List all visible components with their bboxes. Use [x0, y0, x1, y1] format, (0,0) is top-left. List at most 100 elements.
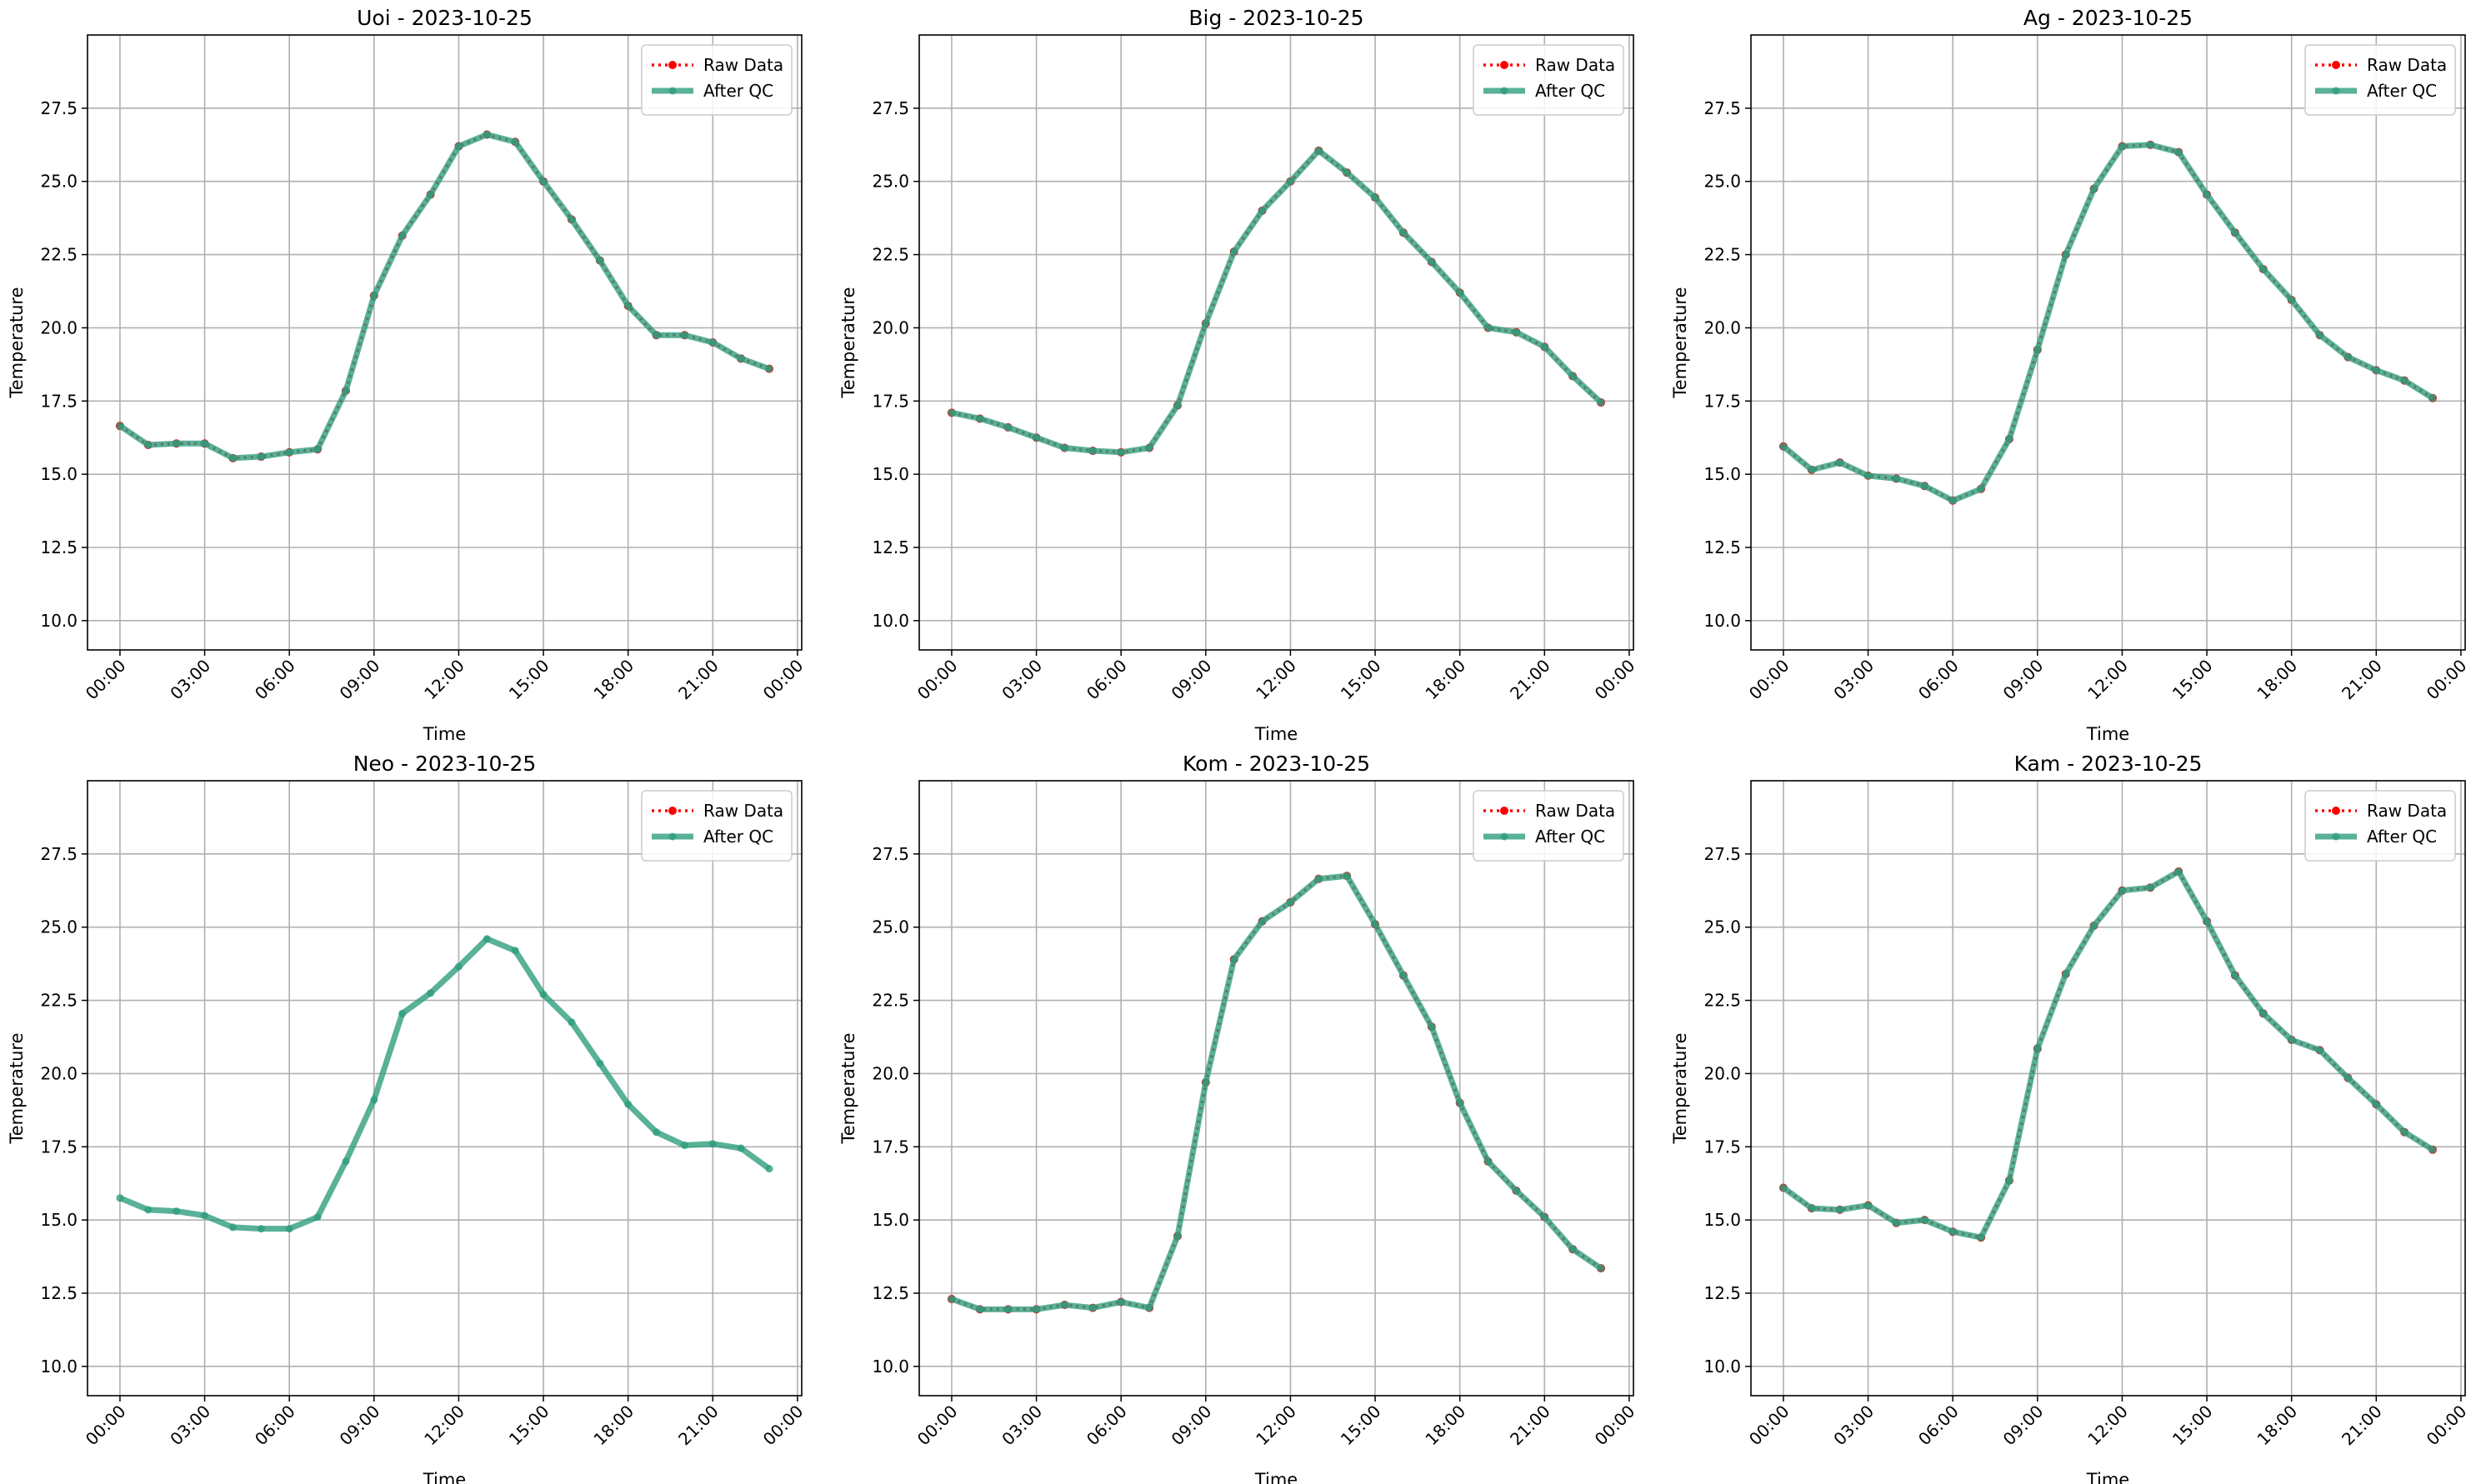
series-marker [596, 1059, 604, 1067]
series-marker [1343, 168, 1351, 177]
series-marker [2203, 917, 2211, 926]
series-line [951, 147, 1603, 456]
series-line [1782, 870, 2433, 1239]
series-marker [976, 414, 984, 422]
y-tick-label: 20.0 [872, 317, 909, 337]
series-marker [2118, 142, 2126, 151]
x-axis-label: Time [423, 1470, 466, 1484]
x-tick-label: 06:00 [1083, 1402, 1131, 1450]
y-tick-label: 12.5 [872, 1283, 909, 1303]
y-tick-label: 15.0 [40, 464, 78, 484]
subplot: Ag - 2023-10-25 10.0 12.5 15.0 17.5 20.0 22.5 2… [1670, 6, 2470, 744]
x-tick-label: 00:00 [1745, 656, 1793, 704]
series-marker [708, 1140, 717, 1148]
series-marker [2090, 922, 2098, 930]
y-axis-label: Temperature [838, 1032, 858, 1144]
subplot-title: Neo - 2023-10-25 [353, 752, 537, 776]
y-tick-label: 22.5 [872, 991, 909, 1011]
y-tick-label: 22.5 [872, 245, 909, 265]
y-tick-label: 22.5 [40, 991, 78, 1011]
series-marker [144, 1206, 153, 1214]
y-tick-label: 15.0 [40, 1210, 78, 1230]
x-tick-label: 03:00 [166, 1402, 214, 1450]
x-tick-label: 21:00 [2338, 1402, 2386, 1450]
series-marker [1033, 433, 1041, 442]
x-tick-label: 06:00 [1083, 656, 1131, 704]
series-marker [708, 338, 717, 347]
x-tick-label: 00:00 [82, 1402, 130, 1450]
y-tick-label: 10.0 [40, 1357, 78, 1377]
series-marker [1977, 485, 1985, 493]
legend-label: After QC [2367, 81, 2437, 101]
series-marker [1088, 1304, 1097, 1312]
x-tick-label: 00:00 [759, 656, 808, 704]
series-line [118, 131, 771, 462]
legend-label: Raw Data [2367, 801, 2447, 821]
series-marker [1399, 228, 1408, 237]
series-marker [680, 1142, 688, 1150]
y-tick-label: 20.0 [40, 317, 78, 337]
x-tick-label: 21:00 [1506, 1402, 1554, 1450]
x-axis-label: Time [423, 724, 466, 744]
legend-marker [668, 87, 677, 95]
x-tick-label: 00:00 [1745, 1402, 1793, 1450]
x-tick-label: 12:00 [1252, 1402, 1300, 1450]
series-marker [2231, 228, 2239, 237]
series-marker [568, 215, 576, 223]
series-marker [2343, 1074, 2352, 1082]
series-marker [454, 962, 463, 971]
series-marker [1864, 472, 1873, 480]
series-marker [2146, 883, 2154, 892]
y-tick-label: 17.5 [872, 391, 909, 411]
y-tick-label: 15.0 [1703, 464, 1741, 484]
x-tick-label: 12:00 [420, 656, 468, 704]
x-axis-label: Time [1254, 1470, 1298, 1484]
series-marker [596, 257, 604, 265]
legend-marker [2332, 87, 2340, 95]
y-tick-label: 15.0 [872, 464, 909, 484]
series-marker [976, 1305, 984, 1313]
subplot-title: Ag - 2023-10-25 [2023, 6, 2193, 30]
plot-frame [1750, 34, 2466, 651]
legend-marker [1500, 61, 1508, 69]
y-tick-label: 27.5 [1703, 98, 1741, 118]
legend-box [2304, 790, 2456, 862]
series-marker [1202, 1078, 1210, 1087]
subplot-title: Big - 2023-10-25 [1188, 6, 1363, 30]
series-marker [1399, 972, 1408, 980]
x-tick-label: 21:00 [1506, 656, 1554, 704]
series-marker [342, 1157, 350, 1166]
series-line [118, 936, 772, 1232]
x-tick-label: 09:00 [336, 1402, 384, 1450]
series-marker [1428, 1022, 1436, 1031]
series-marker [1371, 920, 1379, 928]
y-tick-label: 12.5 [1703, 537, 1741, 557]
series-marker [1343, 872, 1351, 880]
series-marker [1004, 1305, 1013, 1313]
legend: Raw Data After QC [2304, 790, 2456, 862]
series-marker [201, 439, 209, 447]
series-marker [511, 137, 519, 146]
series-marker [539, 177, 548, 186]
legend-label: After QC [2367, 827, 2437, 847]
legend-label: Raw Data [703, 801, 783, 821]
legend-marker [2332, 61, 2340, 69]
y-tick-label: 10.0 [40, 611, 78, 631]
series-marker [1033, 1305, 1041, 1313]
x-tick-label: 21:00 [674, 1402, 723, 1450]
x-tick-label: 15:00 [505, 656, 553, 704]
series-marker [948, 408, 956, 417]
x-tick-label: 03:00 [166, 656, 214, 704]
legend-label: Raw Data [2367, 55, 2447, 75]
plot-frame [87, 34, 803, 651]
y-tick-label: 12.5 [40, 1283, 78, 1303]
legend-marker [668, 832, 677, 841]
y-tick-label: 15.0 [872, 1210, 909, 1230]
legend-label: After QC [1535, 81, 1605, 101]
series-marker [568, 1018, 576, 1027]
series-marker [1230, 247, 1238, 256]
series-marker [1145, 1304, 1153, 1312]
y-tick-label: 10.0 [1703, 611, 1741, 631]
y-tick-label: 25.0 [872, 172, 909, 192]
x-tick-label: 15:00 [505, 1402, 553, 1450]
